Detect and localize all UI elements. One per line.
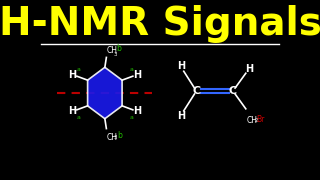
Text: CH: CH xyxy=(106,46,117,55)
Text: a: a xyxy=(76,115,80,120)
Text: Br: Br xyxy=(257,115,265,124)
Text: H-NMR Signals: H-NMR Signals xyxy=(0,5,320,43)
Text: 3: 3 xyxy=(113,52,117,57)
Text: a: a xyxy=(130,67,134,72)
Text: b: b xyxy=(117,130,122,140)
Text: H: H xyxy=(68,106,76,116)
Text: H: H xyxy=(245,64,254,74)
Text: H: H xyxy=(68,70,76,80)
Text: b: b xyxy=(116,44,121,53)
Text: CH: CH xyxy=(106,132,117,141)
Polygon shape xyxy=(88,67,122,119)
Text: 3: 3 xyxy=(113,134,117,140)
Text: CH: CH xyxy=(246,116,258,125)
Text: C: C xyxy=(193,86,201,96)
Text: C: C xyxy=(229,86,237,96)
Text: H: H xyxy=(133,70,141,80)
Text: H: H xyxy=(177,61,186,71)
Text: a: a xyxy=(76,67,80,72)
Text: H: H xyxy=(177,111,186,121)
Text: H: H xyxy=(133,106,141,116)
Text: a: a xyxy=(130,115,134,120)
Text: 2: 2 xyxy=(254,118,258,123)
